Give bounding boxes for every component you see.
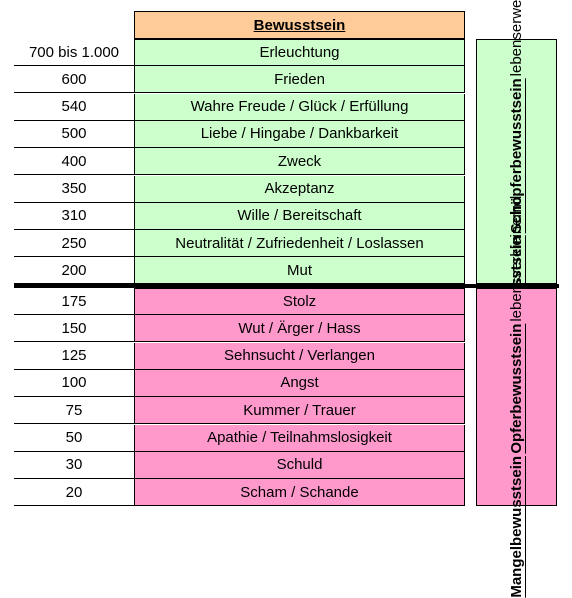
row-label: Scham / Schande: [134, 479, 465, 507]
side-box-upper: Füllebewusstsein Schöpferbewusstsein leb…: [476, 0, 557, 361]
row-value: 30: [14, 452, 134, 479]
row-value: 75: [14, 397, 134, 425]
row-label: Neutralität / Zufriedenheit / Loslassen: [134, 230, 465, 258]
side-upper-line3: lebenserweiternd: [507, 0, 525, 77]
row-label: Schuld: [134, 451, 465, 479]
row-label: Angst: [134, 369, 465, 397]
row-value: 200: [14, 257, 134, 285]
row-value: 350: [14, 176, 134, 203]
row-label: Wut / Ärger / Hass: [134, 315, 465, 343]
row-label: Mut: [134, 257, 465, 285]
row-value: 125: [14, 343, 134, 370]
row-value: 700 bis 1.000: [14, 39, 134, 66]
side-lower-line3: lebensverkleinernd: [507, 196, 525, 323]
row-value: 150: [14, 315, 134, 343]
row-value: 540: [14, 94, 134, 121]
row-label: Erleuchtung: [134, 39, 465, 66]
side-lower-line2: Opferbewusstsein: [507, 324, 525, 455]
row-label: Apathie / Teilnahmslosigkeit: [134, 424, 465, 452]
row-label: Liebe / Hingabe / Dankbarkeit: [134, 120, 465, 148]
row-value: 250: [14, 230, 134, 258]
row-label: Kummer / Trauer: [134, 397, 465, 425]
row-label: Stolz: [134, 288, 465, 315]
row-value: 50: [14, 425, 134, 452]
row-label: Wille / Bereitschaft: [134, 202, 465, 230]
row-value: 400: [14, 148, 134, 176]
row-value: 310: [14, 203, 134, 230]
row-value: 20: [14, 479, 134, 507]
side-box-lower: Mangelbewusstsein Opferbewusstsein leben…: [476, 196, 557, 598]
row-value: 100: [14, 370, 134, 397]
row-label: Akzeptanz: [134, 175, 465, 203]
row-value: 600: [14, 66, 134, 94]
row-value: 175: [14, 288, 134, 315]
side-lower-line1: Mangelbewusstsein: [507, 456, 525, 598]
divider-line: [14, 284, 559, 288]
row-label: Sehnsucht / Verlangen: [134, 342, 465, 370]
row-label: Zweck: [134, 148, 465, 176]
row-label: Frieden: [134, 66, 465, 94]
table-header: Bewusstsein: [134, 11, 465, 39]
row-label: Wahre Freude / Glück / Erfüllung: [134, 93, 465, 121]
row-value: 500: [14, 121, 134, 148]
